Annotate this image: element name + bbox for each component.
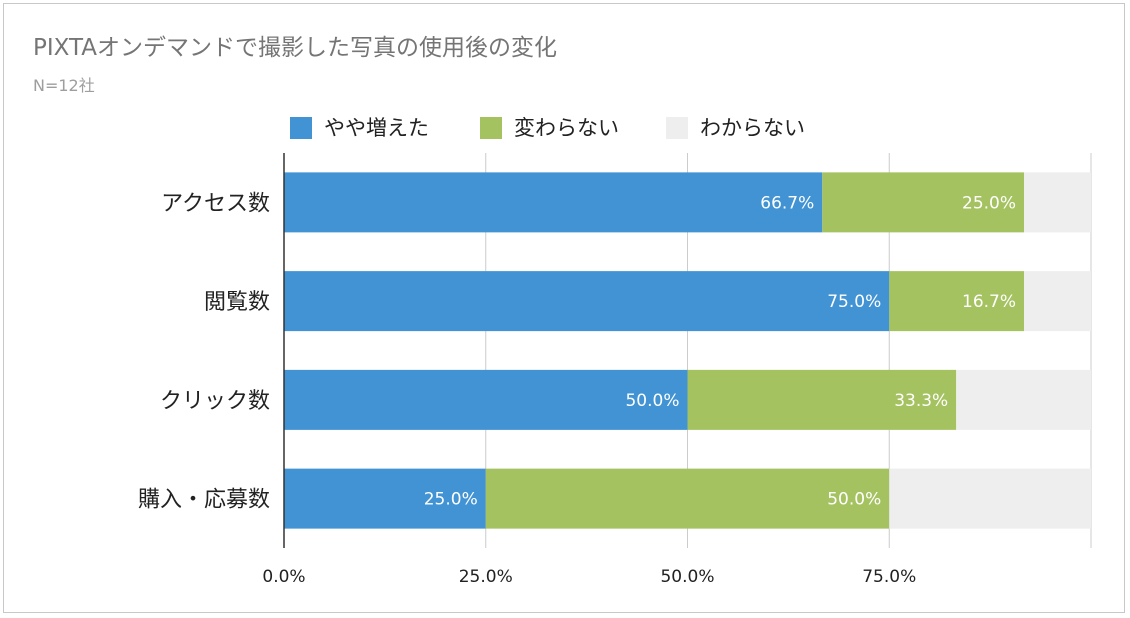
legend-label: やや増えた xyxy=(324,116,429,140)
legend-swatch xyxy=(666,117,688,139)
x-tick-label: 0.0% xyxy=(262,567,305,587)
x-tick-label: 75.0% xyxy=(862,567,916,587)
chart-title: PIXTAオンデマンドで撮影した写真の使用後の変化 xyxy=(33,35,558,61)
category-label: 閲覧数 xyxy=(204,290,270,315)
data-label: 50.0% xyxy=(625,391,679,411)
data-label: 50.0% xyxy=(827,490,881,510)
bar-segment xyxy=(284,369,688,430)
data-label: 16.7% xyxy=(962,292,1016,312)
category-label: クリック数 xyxy=(160,389,270,414)
bar-segment xyxy=(889,271,1025,332)
bar-segment xyxy=(1024,172,1091,233)
x-tick-label: 50.0% xyxy=(660,567,714,587)
category-label: 購入・応募数 xyxy=(138,488,270,513)
bar-segment xyxy=(485,468,890,529)
bar-segment xyxy=(822,172,1025,233)
bar-segment xyxy=(284,172,823,233)
legend-swatch xyxy=(290,117,312,139)
bar-segment xyxy=(284,468,486,529)
bar-segment xyxy=(889,468,1091,529)
chart-subtitle: N=12社 xyxy=(33,76,95,95)
data-label: 25.0% xyxy=(424,490,478,510)
data-label: 66.7% xyxy=(760,193,814,213)
x-tick-label: 25.0% xyxy=(459,567,513,587)
legend-label: わからない xyxy=(700,116,805,140)
bar-segment xyxy=(1024,271,1091,332)
bar-segment xyxy=(284,271,890,332)
bar-segment xyxy=(956,369,1091,430)
legend-label: 変わらない xyxy=(514,116,619,140)
data-label: 25.0% xyxy=(962,193,1016,213)
category-label: アクセス数 xyxy=(161,191,270,216)
data-label: 33.3% xyxy=(894,391,948,411)
data-label: 75.0% xyxy=(827,292,881,312)
legend-swatch xyxy=(480,117,502,139)
bar-segment xyxy=(687,369,957,430)
